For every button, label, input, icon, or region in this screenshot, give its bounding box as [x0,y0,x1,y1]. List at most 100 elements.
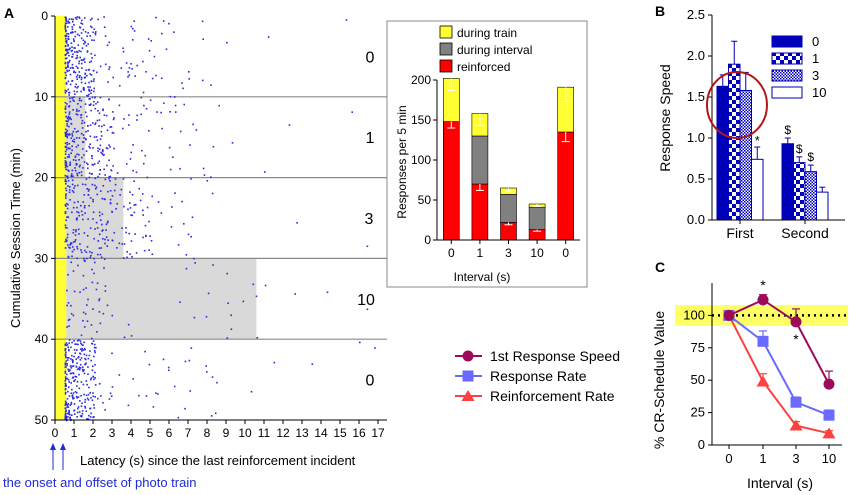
dot-614 [99,253,102,256]
raster-x-tick-label-13: 13 [295,426,309,440]
dot-339 [84,111,87,114]
dot-278 [71,79,74,82]
panel-letter-c: C [655,259,665,275]
raster-x-tick-label-6: 6 [166,426,173,440]
dot-499 [110,169,113,171]
dot-511 [64,153,67,156]
dot-174 [73,24,75,26]
dot-1228 [374,347,376,349]
dot-304 [87,130,89,132]
dot-328 [65,131,68,133]
dot-6 [73,90,76,93]
speed-legend-label-2: 3 [812,68,819,83]
dot-306 [89,124,92,126]
dot-734 [71,211,73,214]
raster-x-tick-label-2: 2 [90,426,97,440]
dot-216 [78,76,81,79]
dot-1106 [81,368,84,371]
dot-297 [64,44,67,47]
dot-944 [73,349,76,351]
dot-469 [91,122,94,124]
dot-1100 [69,365,72,367]
dot-1227 [184,407,186,410]
dot-1029 [190,347,193,349]
dot-425 [69,163,71,165]
dot-1008 [67,386,70,389]
dot-651 [74,185,76,187]
speed-legend-label-0: 0 [812,34,819,49]
dot-444 [95,136,98,138]
dot-187 [75,18,78,20]
dot-531 [87,163,89,166]
schedule-annotation-0: * [760,277,766,293]
schedule-annotation-1: * [793,331,799,347]
dot-1001 [84,407,87,409]
dot-472 [90,109,92,112]
dot-681 [98,247,101,250]
dot-1023 [71,396,74,399]
stacked-bar-chart: during train during interval reinforced 0 5… [386,20,588,288]
dot-543 [97,147,99,150]
dot-456 [93,163,96,165]
dot-902 [255,295,258,298]
dot-171 [71,26,74,28]
dot-1211 [267,36,270,38]
dot-976 [69,404,72,406]
dot-802 [98,211,101,214]
dot-143 [84,41,87,44]
dot-862 [207,292,210,295]
dot-285 [74,47,76,49]
dot-632 [121,243,124,245]
dot-725 [123,205,125,208]
dot-99 [88,61,91,64]
dot-1219 [366,245,369,248]
dot-142 [87,86,89,88]
dot-639 [143,249,146,252]
dot-164 [150,40,153,42]
dot-90 [79,74,81,77]
dot-145 [94,32,97,35]
dot-1161 [64,376,67,378]
dot-692 [123,243,126,245]
dot-340 [69,133,71,136]
schedule-point-2-1 [756,375,770,387]
dot-123 [173,31,175,33]
dot-986 [84,398,87,401]
dot-111 [69,73,72,76]
stacked-y-tick-label-0: 0 [424,233,431,247]
dot-840 [72,270,75,272]
dot-165 [78,60,81,63]
dot-669 [80,249,82,251]
dot-804 [106,245,109,247]
dot-206 [68,18,71,20]
dot-477 [64,142,67,144]
dot-542 [102,154,104,156]
dot-613 [92,198,94,201]
dot-232 [127,71,129,73]
dot-886 [99,322,102,325]
dot-1036 [78,411,81,413]
dot-4 [71,46,73,48]
dot-221 [67,43,69,46]
dot-345 [69,164,71,166]
dot-1077 [68,339,71,341]
dot-559 [71,149,73,152]
dot-625 [74,239,77,241]
dot-207 [65,35,68,37]
stacked-legend-swatch-1 [439,42,453,56]
raster-y-tick-label-3: 30 [35,251,49,265]
dot-38 [89,25,92,28]
dot-618 [157,201,160,203]
dot-778 [135,252,138,254]
dot-1042 [64,392,67,395]
dot-727 [69,247,71,249]
dot-870 [80,334,83,337]
dot-274 [78,26,81,28]
dot-930 [66,412,69,415]
dot-178 [153,55,156,58]
dot-292 [65,18,67,21]
dot-883 [227,302,229,304]
dot-35 [78,34,81,37]
dot-983 [69,372,72,375]
dot-1057 [86,397,89,400]
